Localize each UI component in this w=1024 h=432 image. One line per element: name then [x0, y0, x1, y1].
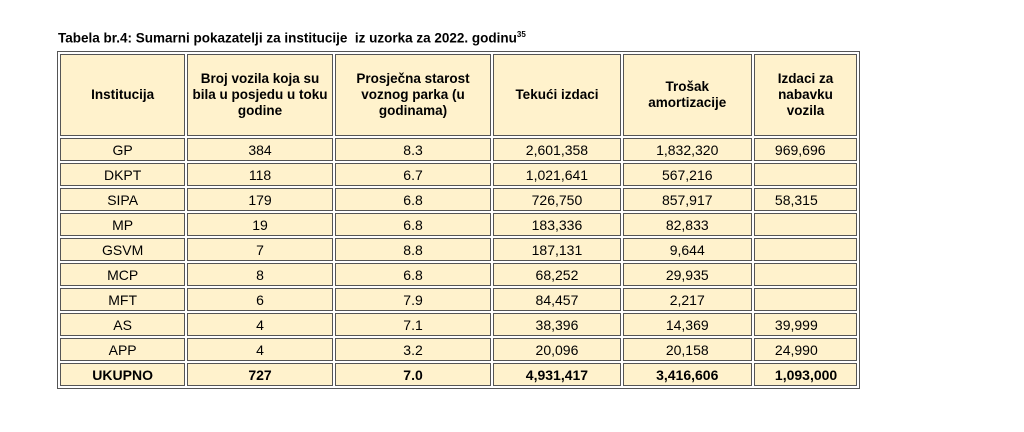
cell: 38,396: [493, 313, 621, 336]
header-cell: Izdaci za nabavku vozila: [753, 54, 857, 136]
cell: 118: [187, 163, 333, 186]
cell: 567,216: [622, 163, 752, 186]
cell: 6.8: [334, 188, 492, 211]
cell: 4: [187, 338, 333, 361]
cell: 39,999: [753, 313, 857, 336]
table-row: GP 384 8.3 2,601,358 1,832,320 969,696: [60, 138, 857, 161]
cell: AS: [60, 313, 186, 336]
cell: APP: [60, 338, 186, 361]
cell: 8.3: [334, 138, 492, 161]
cell: GP: [60, 138, 186, 161]
cell: 4: [187, 313, 333, 336]
table-row: SIPA 179 6.8 726,750 857,917 58,315: [60, 188, 857, 211]
cell: MP: [60, 213, 186, 236]
table-row: MFT 6 7.9 84,457 2,217: [60, 288, 857, 311]
cell: 726,750: [493, 188, 621, 211]
header-cell: Trošak amortizacije: [622, 54, 752, 136]
cell: 179: [187, 188, 333, 211]
cell: MFT: [60, 288, 186, 311]
total-cell: 4,931,417: [493, 363, 621, 386]
header-cell: Broj vozila koja su bila u posjedu u tok…: [187, 54, 333, 136]
cell: 82,833: [622, 213, 752, 236]
total-cell: 1,093,000: [753, 363, 857, 386]
total-row: UKUPNO 727 7.0 4,931,417 3,416,606 1,093,000: [60, 363, 857, 386]
cell: [753, 163, 857, 186]
table-row: MP 19 6.8 183,336 82,833: [60, 213, 857, 236]
table-title: Tabela br.4: Sumarni pokazatelji za inst…: [58, 30, 526, 46]
cell: 187,131: [493, 238, 621, 261]
cell: [753, 288, 857, 311]
table-row: GSVM 7 8.8 187,131 9,644: [60, 238, 857, 261]
cell: 7.9: [334, 288, 492, 311]
cell: MCP: [60, 263, 186, 286]
cell: 24,990: [753, 338, 857, 361]
summary-table: Institucija Broj vozila koja su bila u po…: [57, 51, 860, 389]
cell: 7: [187, 238, 333, 261]
header-cell: Tekući izdaci: [493, 54, 621, 136]
table-row: MCP 8 6.8 68,252 29,935: [60, 263, 857, 286]
cell: 6.7: [334, 163, 492, 186]
table-body: GP 384 8.3 2,601,358 1,832,320 969,696 DKPT 118…: [60, 138, 857, 386]
table-row: AS 4 7.1 38,396 14,369 39,999: [60, 313, 857, 336]
cell: 6.8: [334, 213, 492, 236]
cell: 183,336: [493, 213, 621, 236]
cell: 7.1: [334, 313, 492, 336]
header-cell: Prosječna starost voznog parka (u godina…: [334, 54, 492, 136]
cell: DKPT: [60, 163, 186, 186]
cell: 2,601,358: [493, 138, 621, 161]
total-cell: 7.0: [334, 363, 492, 386]
total-cell: 3,416,606: [622, 363, 752, 386]
cell: [753, 213, 857, 236]
cell: 6.8: [334, 263, 492, 286]
table-row: APP 4 3.2 20,096 20,158 24,990: [60, 338, 857, 361]
cell: [753, 238, 857, 261]
cell: 2,217: [622, 288, 752, 311]
cell: SIPA: [60, 188, 186, 211]
cell: 19: [187, 213, 333, 236]
cell: 20,158: [622, 338, 752, 361]
cell: 1,832,320: [622, 138, 752, 161]
cell: 29,935: [622, 263, 752, 286]
footnote-ref: 35: [516, 30, 526, 39]
cell: 6: [187, 288, 333, 311]
header-cell: Institucija: [60, 54, 186, 136]
cell: 9,644: [622, 238, 752, 261]
cell: 857,917: [622, 188, 752, 211]
cell: 84,457: [493, 288, 621, 311]
total-cell: 727: [187, 363, 333, 386]
cell: 969,696: [753, 138, 857, 161]
total-cell: UKUPNO: [60, 363, 186, 386]
cell: 384: [187, 138, 333, 161]
cell: 58,315: [753, 188, 857, 211]
cell: 68,252: [493, 263, 621, 286]
header-row: Institucija Broj vozila koja su bila u po…: [60, 54, 857, 136]
cell: 14,369: [622, 313, 752, 336]
cell: 8.8: [334, 238, 492, 261]
cell: 3.2: [334, 338, 492, 361]
table-row: DKPT 118 6.7 1,021,641 567,216: [60, 163, 857, 186]
cell: 20,096: [493, 338, 621, 361]
cell: GSVM: [60, 238, 186, 261]
cell: 8: [187, 263, 333, 286]
title-text: Tabela br.4: Sumarni pokazatelji za inst…: [58, 30, 517, 46]
cell: 1,021,641: [493, 163, 621, 186]
cell: [753, 263, 857, 286]
